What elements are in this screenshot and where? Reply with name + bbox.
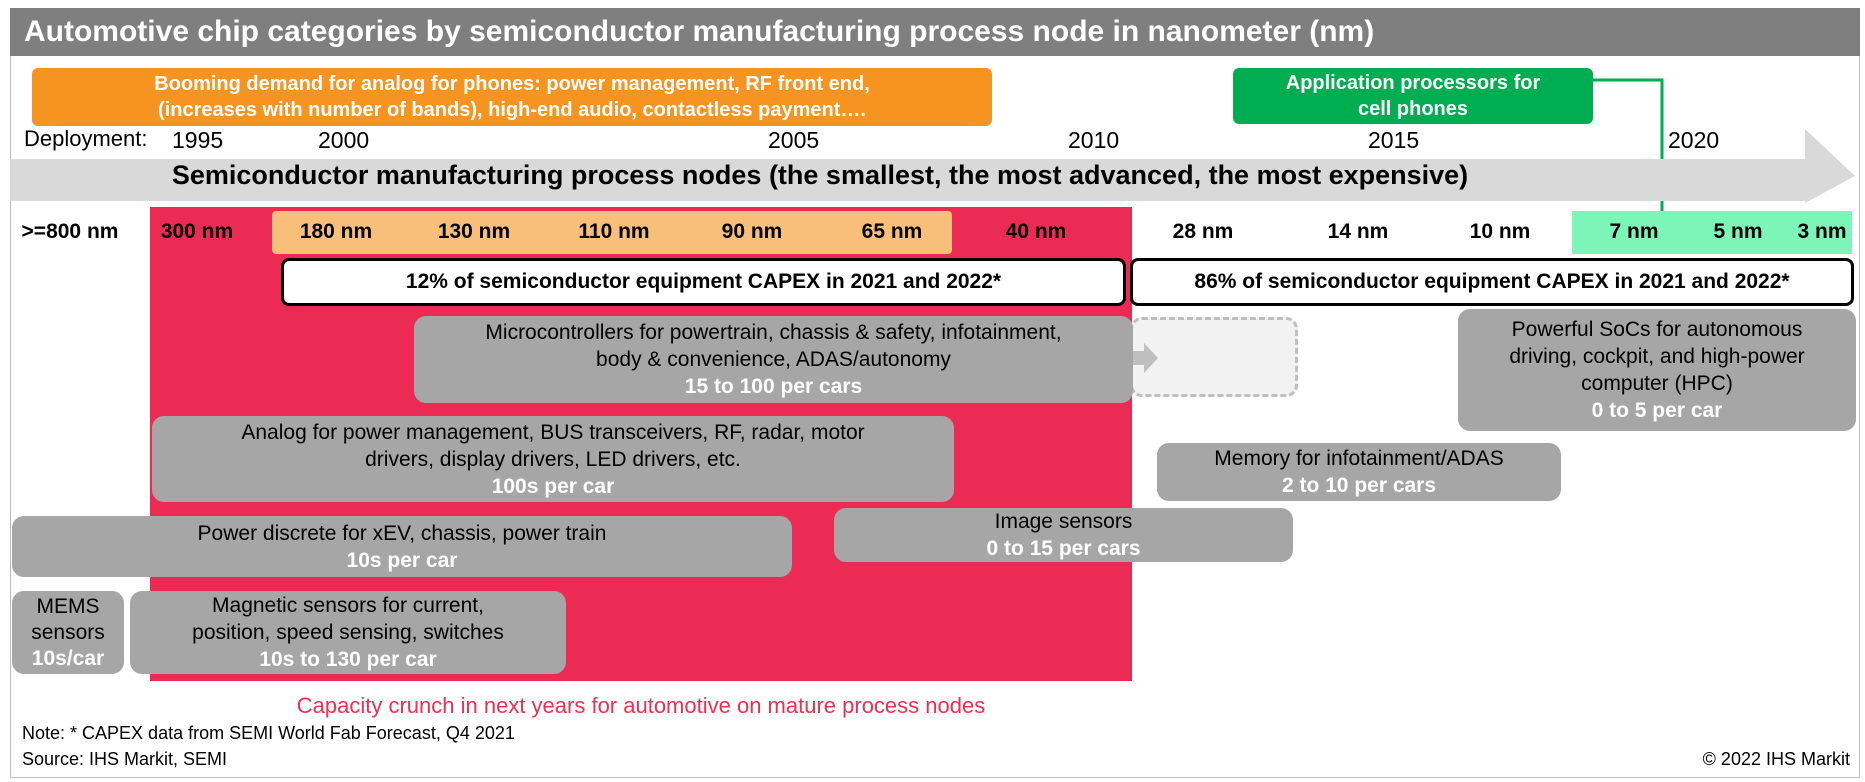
memory-box: Memory for infotainment/ADAS 2 to 10 per… <box>1157 443 1561 501</box>
category-count: 10s to 130 per car <box>259 648 437 671</box>
category-text: position, speed sensing, switches <box>192 621 504 644</box>
node-label: 110 nm <box>578 220 650 243</box>
category-text: Powerful SoCs for autonomous <box>1511 318 1803 341</box>
node-label: 28 nm <box>1172 220 1234 243</box>
banner-line: Application processors for <box>1285 72 1541 94</box>
banner-line: (increases with number of bands), high-e… <box>158 99 866 121</box>
category-text: Power discrete for xEV, chassis, power t… <box>197 521 607 545</box>
microcontrollers-box: Microcontrollers for powertrain, chassis… <box>414 316 1133 403</box>
category-text: MEMS <box>36 594 100 618</box>
category-text: Memory for infotainment/ADAS <box>1214 447 1504 470</box>
category-text: computer (HPC) <box>1581 372 1733 395</box>
category-text: driving, cockpit, and high-power <box>1509 345 1805 368</box>
year-label: 1995 <box>172 127 224 153</box>
copyright: © 2022 IHS Markit <box>1702 749 1850 769</box>
extension-arrow-icon <box>1132 343 1158 373</box>
node-label: 180 nm <box>299 220 373 243</box>
node-label: 10 nm <box>1469 220 1531 243</box>
year-label: 2015 <box>1368 127 1420 153</box>
node-label: 130 nm <box>437 220 511 243</box>
node-label: 40 nm <box>1005 220 1067 243</box>
app-processors-banner: Application processors for cell phones <box>1233 68 1593 124</box>
capacity-crunch-note: Capacity crunch in next years for automo… <box>296 693 986 718</box>
page-title: Automotive chip categories by semiconduc… <box>24 15 1375 48</box>
app-processor-node-range <box>1572 211 1852 254</box>
node-label: 14 nm <box>1327 220 1389 243</box>
category-count: 15 to 100 per cars <box>684 375 863 398</box>
category-text: sensors <box>31 620 105 644</box>
year-label: 2000 <box>318 127 370 153</box>
category-text: Magnetic sensors for current, <box>212 594 484 617</box>
app-processor-range-tip <box>1824 211 1852 254</box>
arrow-label: Semiconductor manufacturing process node… <box>171 160 1469 190</box>
analog-box: Analog for power management, BUS transce… <box>152 416 954 502</box>
node-label: 65 nm <box>861 220 923 243</box>
category-text: Analog for power management, BUS transce… <box>241 420 865 444</box>
category-count: 10s/car <box>31 646 105 670</box>
banner-line: cell phones <box>1357 98 1469 120</box>
category-text: body & convenience, ADAS/autonomy <box>596 348 951 371</box>
source-note: Source: IHS Markit, SEMI <box>22 749 228 769</box>
category-text: Image sensors <box>994 510 1133 533</box>
node-label: 90 nm <box>721 220 783 243</box>
phones-analog-banner: Booming demand for analog for phones: po… <box>32 68 992 126</box>
category-count: 100s per car <box>491 474 615 498</box>
category-count: 2 to 10 per cars <box>1281 474 1437 497</box>
deployment-label: Deployment: <box>24 126 148 151</box>
capex-note: Note: * CAPEX data from SEMI World Fab F… <box>22 723 515 743</box>
diagram-frame <box>10 56 1860 778</box>
microcontroller-extension <box>1130 317 1298 397</box>
category-text: drivers, display drivers, LED drivers, e… <box>365 447 741 471</box>
mems-box: MEMS sensors 10s/car <box>12 591 124 674</box>
category-count: 0 to 5 per car <box>1591 399 1723 422</box>
process-node-arrow <box>10 129 1855 203</box>
power-discrete-box: Power discrete for xEV, chassis, power t… <box>12 516 792 577</box>
year-label: 2010 <box>1068 127 1120 153</box>
node-label: 7 nm <box>1609 220 1659 243</box>
year-label: 2020 <box>1668 127 1720 153</box>
node-label: 5 nm <box>1713 220 1763 243</box>
socs-box: Powerful SoCs for autonomous driving, co… <box>1458 309 1856 431</box>
category-count: 0 to 15 per cars <box>986 537 1141 560</box>
magnetic-sensors-box: Magnetic sensors for current, position, … <box>130 591 566 674</box>
category-text: Microcontrollers for powertrain, chassis… <box>485 321 1062 344</box>
node-label: 3 nm <box>1797 220 1847 243</box>
node-label: >=800 nm <box>21 220 119 243</box>
image-sensors-box: Image sensors 0 to 15 per cars <box>834 508 1293 562</box>
title-bar <box>10 8 1860 56</box>
banner-line: Booming demand for analog for phones: po… <box>154 73 870 95</box>
advanced-capex-box: 86% of semiconductor equipment CAPEX in … <box>1130 258 1854 306</box>
node-label: 300 nm <box>160 220 234 243</box>
phone-analog-node-range <box>272 211 952 254</box>
mature-capex-box: 12% of semiconductor equipment CAPEX in … <box>281 258 1126 306</box>
category-count: 10s per car <box>346 548 458 572</box>
year-label: 2005 <box>768 127 820 153</box>
